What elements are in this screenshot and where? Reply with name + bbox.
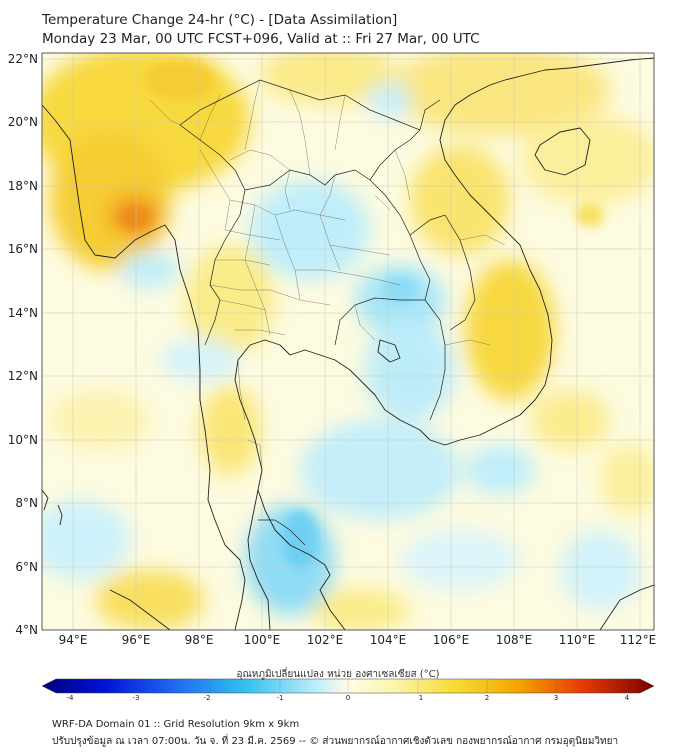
- colorbar-tick: -1: [276, 694, 284, 702]
- colorbar-tick: 1: [418, 694, 424, 702]
- lat-label: 18°N: [7, 179, 38, 193]
- lat-label: 22°N: [7, 52, 38, 66]
- lon-label: 100°E: [243, 633, 281, 647]
- lon-label: 112°E: [619, 633, 657, 647]
- colorbar-title: อุณหภูมิเปลี่ยนแปลง หน่วย องศาเซลเซียส (…: [236, 669, 440, 680]
- lat-label: 16°N: [7, 242, 38, 256]
- province-borders: [149, 79, 506, 471]
- graticule: [42, 53, 654, 630]
- lon-label: 110°E: [558, 633, 596, 647]
- lon-label: 106°E: [432, 633, 470, 647]
- lat-label: 8°N: [15, 496, 38, 510]
- footer-credit: ปรับปรุงข้อมูล ณ เวลา 07:00น. วัน จ. ที่…: [52, 736, 619, 747]
- lat-label: 14°N: [7, 306, 38, 320]
- lat-label: 20°N: [7, 115, 38, 129]
- map-plot-area: [42, 53, 654, 630]
- lon-label: 94°E: [58, 633, 88, 647]
- colorbar-tick: 2: [484, 694, 490, 702]
- colorbar-tick: -4: [66, 694, 74, 702]
- country-borders: [179, 79, 476, 546]
- chart-title: Temperature Change 24-hr (°C) - [Data As…: [42, 12, 398, 28]
- chart-subtitle: Monday 23 Mar, 00 UTC FCST+096, Valid at…: [42, 31, 480, 47]
- lat-label: 10°N: [7, 433, 38, 447]
- map-frame: [41, 52, 655, 631]
- colorbar-tick: 0: [345, 694, 351, 702]
- lat-label: 4°N: [15, 623, 38, 637]
- lat-label: 12°N: [7, 369, 38, 383]
- colorbar-tick: -2: [203, 694, 211, 702]
- colorbar: [41, 678, 655, 694]
- colorbar-tick: 4: [624, 694, 630, 702]
- lon-label: 98°E: [184, 633, 214, 647]
- footer-resolution: WRF-DA Domain 01 :: Grid Resolution 9km …: [52, 719, 300, 730]
- colorbar-tick: 3: [553, 694, 559, 702]
- colorbar-divisions: [69, 679, 627, 693]
- lon-label: 108°E: [495, 633, 533, 647]
- lon-label: 104°E: [369, 633, 407, 647]
- colorbar-tick: -3: [132, 694, 140, 702]
- lon-label: 96°E: [121, 633, 151, 647]
- lat-label: 6°N: [15, 560, 38, 574]
- lon-label: 102°E: [306, 633, 344, 647]
